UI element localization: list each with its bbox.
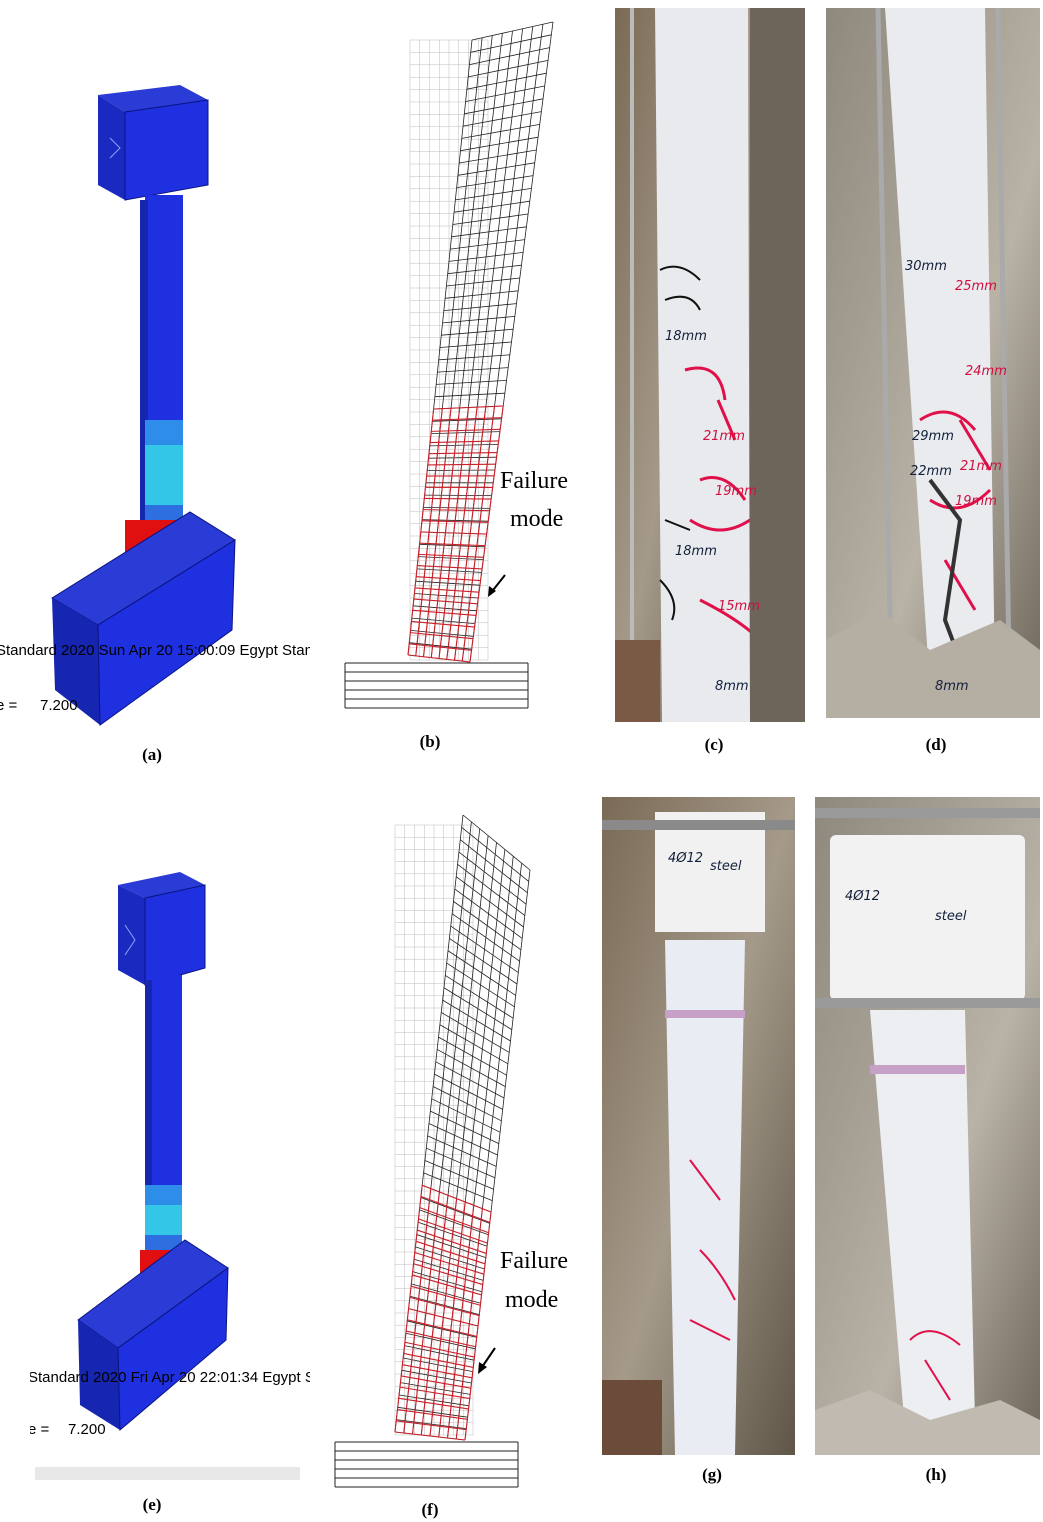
step-value: 7.200 — [68, 1421, 106, 1438]
handwriting: 18mm — [675, 544, 717, 559]
band — [145, 420, 183, 445]
panel-label: (f) — [422, 1500, 439, 1519]
handwriting: 21mm — [703, 429, 745, 444]
handwriting: 22mm — [910, 464, 952, 479]
block-front — [145, 885, 205, 985]
handwriting: 30mm — [905, 259, 947, 274]
fea-model: Standard 2020 Sun Apr 20 15:00:09 Egypt … — [0, 85, 330, 725]
step-prefix: e = — [28, 1421, 50, 1438]
block-side — [98, 95, 125, 200]
band — [145, 445, 183, 505]
mesh — [335, 815, 530, 1487]
band — [145, 1185, 182, 1205]
annotation: mode — [510, 506, 563, 532]
sign-text: steel — [935, 909, 967, 924]
status-bar — [35, 1467, 300, 1481]
panel-label: (b) — [420, 732, 441, 751]
handwriting: 8mm — [715, 679, 749, 694]
handwriting: 19mm — [955, 494, 997, 509]
arrow-head — [478, 1362, 487, 1374]
fea-model: Standard 2020 Fri Apr 20 22:01:34 Egypt … — [28, 872, 366, 1481]
block-front — [125, 100, 208, 200]
step-value: 7.200 — [40, 697, 78, 714]
photo — [602, 797, 795, 1455]
status-text: Standard 2020 Fri Apr 20 22:01:34 Egypt … — [28, 1369, 366, 1386]
figure: Standard 2020 Sun Apr 20 15:00:09 Egypt … — [0, 0, 1043, 1522]
handwriting: 24mm — [965, 364, 1007, 379]
handwriting: 25mm — [955, 279, 997, 294]
panel-label: (c) — [705, 735, 724, 754]
sign-text: 4Ø12 — [845, 889, 880, 904]
handwriting: 19mm — [715, 484, 757, 499]
handwriting: 15mm — [718, 599, 760, 614]
band — [145, 1205, 182, 1235]
photo — [826, 8, 1040, 718]
handwriting: 18mm — [665, 329, 707, 344]
annotation: Failure — [500, 1248, 568, 1274]
handwriting: 8mm — [935, 679, 969, 694]
annotation: Failure — [500, 468, 568, 494]
sign-text: steel — [710, 859, 742, 874]
panel-label: (a) — [142, 745, 162, 764]
annotation: mode — [505, 1287, 558, 1313]
status-text: Standard 2020 Sun Apr 20 15:00:09 Egypt … — [0, 642, 330, 659]
handwriting: 29mm — [912, 429, 954, 444]
panel-label: (g) — [702, 1465, 722, 1484]
panel-label: (d) — [926, 735, 947, 754]
mesh-line — [395, 1185, 422, 1432]
panel-label: (h) — [926, 1465, 947, 1484]
photo — [615, 8, 805, 722]
band — [145, 505, 183, 520]
step-prefix: e = — [0, 697, 18, 714]
panel-label: (e) — [143, 1495, 162, 1514]
mesh — [345, 22, 553, 708]
sign-text: 4Ø12 — [668, 851, 703, 866]
handwriting: 21mm — [960, 459, 1002, 474]
